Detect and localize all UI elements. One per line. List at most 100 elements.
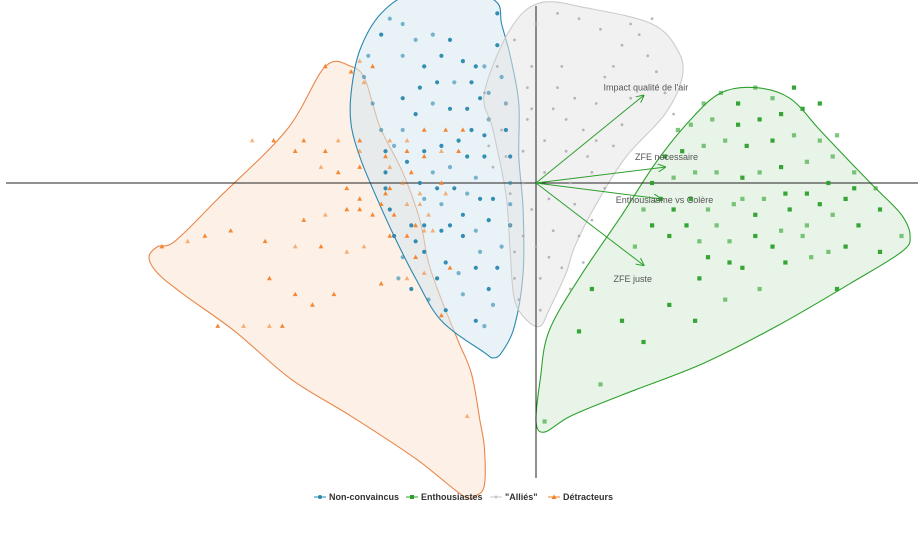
point-allies — [573, 96, 577, 100]
point-non-convaincus — [396, 276, 401, 281]
point-non-convaincus — [465, 106, 470, 111]
point-enthousiastes — [791, 85, 797, 90]
point-allies — [530, 208, 534, 211]
point-enthousiastes — [671, 175, 676, 180]
point-non-convaincus — [447, 37, 453, 43]
point-allies — [495, 65, 499, 68]
point-allies — [556, 12, 559, 15]
point-detracteurs — [404, 233, 410, 238]
point-non-convaincus — [400, 53, 405, 58]
point-enthousiastes — [710, 117, 715, 122]
point-enthousiastes — [770, 96, 775, 101]
point-enthousiastes — [542, 419, 547, 424]
point-allies — [655, 70, 658, 74]
point-detracteurs — [378, 201, 384, 206]
point-detracteurs — [267, 323, 272, 328]
point-enthousiastes — [779, 165, 784, 170]
point-enthousiastes — [740, 175, 745, 180]
point-non-convaincus — [478, 249, 483, 254]
point-detracteurs — [249, 138, 255, 143]
point-enthousiastes — [757, 286, 762, 292]
point-allies — [543, 171, 546, 174]
legend-label: Détracteurs — [563, 492, 613, 502]
point-enthousiastes — [684, 223, 689, 228]
point-enthousiastes — [714, 170, 719, 175]
point-enthousiastes — [804, 159, 809, 164]
point-allies — [646, 54, 650, 58]
hull-en — [535, 86, 911, 433]
point-non-convaincus — [460, 59, 465, 64]
point-enthousiastes — [723, 297, 728, 302]
point-detracteurs — [387, 138, 393, 143]
point-non-convaincus — [508, 154, 513, 159]
point-allies — [564, 149, 568, 153]
point-non-convaincus — [439, 53, 444, 58]
point-non-convaincus — [435, 80, 440, 85]
point-enthousiastes — [873, 186, 878, 191]
point-non-convaincus — [460, 292, 465, 297]
point-detracteurs — [228, 228, 234, 233]
legend-marker — [318, 495, 322, 499]
point-detracteurs — [400, 180, 406, 185]
point-enthousiastes — [727, 260, 732, 265]
point-detracteurs — [460, 127, 466, 132]
point-enthousiastes — [576, 329, 582, 334]
point-enthousiastes — [705, 207, 711, 212]
point-allies — [663, 91, 667, 95]
point-detracteurs — [439, 312, 444, 318]
point-detracteurs — [404, 201, 410, 206]
point-enthousiastes — [619, 318, 625, 323]
point-enthousiastes — [804, 191, 809, 196]
point-allies — [569, 181, 572, 185]
point-detracteurs — [383, 153, 388, 159]
point-enthousiastes — [877, 249, 883, 254]
vector-arrow — [535, 96, 644, 184]
legend-item: "Alliés" — [490, 492, 538, 502]
point-enthousiastes — [843, 196, 848, 201]
point-enthousiastes — [714, 223, 719, 228]
point-allies — [530, 65, 534, 68]
point-enthousiastes — [800, 233, 805, 239]
point-non-convaincus — [443, 308, 448, 313]
point-enthousiastes — [770, 244, 775, 249]
point-allies — [521, 181, 525, 185]
legend-marker — [410, 495, 414, 499]
point-detracteurs — [292, 148, 298, 153]
point-non-convaincus — [460, 233, 465, 239]
point-enthousiastes — [697, 276, 702, 281]
point-non-convaincus — [473, 265, 478, 270]
point-enthousiastes — [753, 212, 758, 217]
point-detracteurs — [215, 323, 221, 328]
vector-label: Enthousiasme vs Colère — [616, 195, 714, 205]
hull-al — [483, 1, 684, 328]
point-allies — [491, 165, 495, 169]
legend-label: "Alliés" — [505, 492, 538, 502]
point-non-convaincus — [447, 223, 453, 228]
point-enthousiastes — [787, 207, 792, 212]
point-detracteurs — [361, 79, 367, 85]
point-allies — [586, 155, 589, 158]
group-hulls — [148, 0, 911, 500]
point-detracteurs — [417, 191, 423, 196]
point-detracteurs — [335, 138, 341, 143]
point-enthousiastes — [671, 207, 676, 212]
point-detracteurs — [387, 185, 393, 191]
point-allies — [599, 27, 602, 31]
point-allies — [556, 86, 559, 89]
point-non-convaincus — [413, 112, 418, 117]
point-non-convaincus — [473, 64, 478, 69]
point-allies — [594, 139, 598, 143]
point-non-convaincus — [460, 212, 465, 217]
point-enthousiastes — [783, 260, 788, 265]
point-enthousiastes — [852, 170, 857, 175]
point-allies — [513, 38, 516, 42]
point-enthousiastes — [761, 196, 766, 201]
point-enthousiastes — [705, 255, 711, 260]
point-detracteurs — [383, 191, 388, 196]
point-enthousiastes — [753, 233, 758, 239]
point-detracteurs — [310, 302, 315, 307]
point-non-convaincus — [478, 196, 483, 201]
point-allies — [629, 22, 632, 26]
